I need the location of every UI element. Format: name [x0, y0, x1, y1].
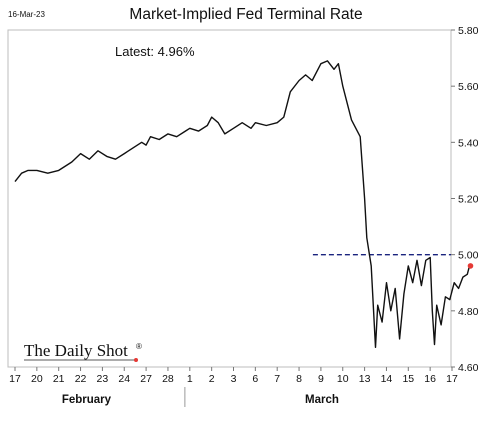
y-tick-label: 5.80	[458, 25, 479, 37]
y-tick-label: 5.60	[458, 81, 479, 93]
y-tick-label: 4.80	[458, 306, 479, 318]
watermark: The Daily Shot ®	[24, 341, 142, 362]
chart-title: Market-Implied Fed Terminal Rate	[129, 6, 362, 23]
y-tick-label: 5.00	[458, 250, 479, 262]
x-tick-label: 6	[252, 373, 258, 385]
x-tick-label: 16	[424, 373, 436, 385]
x-tick-label: 15	[402, 373, 414, 385]
x-tick-label: 17	[446, 373, 458, 385]
x-tick-label: 23	[97, 373, 109, 385]
marker-layer	[467, 263, 474, 269]
y-tick-label: 4.60	[458, 362, 479, 374]
date-stamp: 16-Mar-23	[8, 10, 45, 19]
x-group-label-february: February	[62, 394, 112, 406]
x-group-label-march: March	[305, 394, 339, 406]
x-tick-label: 1	[187, 373, 193, 385]
x-tick-label: 14	[381, 373, 393, 385]
x-tick-label: 28	[162, 373, 174, 385]
series-layer	[14, 60, 471, 348]
plot-frame	[7, 29, 452, 368]
watermark-registered-mark: ®	[136, 342, 142, 351]
x-axis: 17 20 21 22 23 24 27 28 1 2 3 6 7 8 9 10 13 14 15 16 17Febru…	[9, 367, 458, 407]
y-axis: 4.60 4.80 5.00 5.20 5.40 5.60 5.80	[451, 25, 479, 374]
x-tick-label: 8	[296, 373, 302, 385]
watermark-text: The Daily Shot	[24, 341, 128, 360]
x-tick-label: 2	[209, 373, 215, 385]
plot-border	[7, 29, 452, 368]
x-tick-label: 13	[359, 373, 371, 385]
x-tick-label: 3	[231, 373, 237, 385]
series-line-terminal-rate	[14, 60, 471, 348]
y-tick-label: 5.40	[458, 137, 479, 149]
watermark-dot	[134, 358, 138, 362]
x-tick-label: 22	[75, 373, 87, 385]
latest-annotation: Latest: 4.96%	[115, 44, 195, 59]
x-tick-label: 20	[31, 373, 43, 385]
x-tick-label: 17	[9, 373, 21, 385]
x-tick-label: 24	[118, 373, 130, 385]
x-tick-label: 27	[140, 373, 152, 385]
x-tick-label: 7	[274, 373, 280, 385]
x-tick-label: 10	[337, 373, 349, 385]
x-tick-label: 21	[53, 373, 65, 385]
y-tick-label: 5.20	[458, 194, 479, 206]
latest-value-marker	[467, 263, 474, 269]
x-tick-label: 9	[318, 373, 324, 385]
